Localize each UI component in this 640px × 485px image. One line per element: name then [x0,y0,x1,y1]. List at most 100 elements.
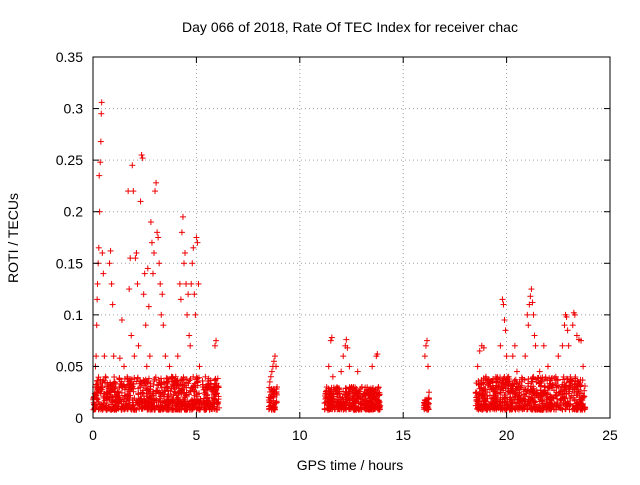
data-point [573,405,580,412]
data-point [544,394,551,401]
data-point [178,229,185,236]
data-point [145,375,152,382]
data-point [473,380,480,387]
data-point [157,280,164,287]
data-point [112,384,119,391]
data-point [370,403,377,410]
data-point [189,260,196,267]
data-point [164,406,171,413]
data-point [183,280,190,287]
data-point [375,384,382,391]
data-point [489,382,496,389]
y-tick-label: 0.25 [56,152,83,168]
data-point [190,405,197,412]
data-point [366,395,373,402]
data-point [358,406,365,413]
data-point [335,390,342,397]
data-point [578,337,585,344]
data-point [504,379,511,386]
data-point [121,363,128,370]
data-point [180,260,187,267]
data-point [198,400,205,407]
data-point [562,383,569,390]
data-point [107,247,114,254]
data-point [212,342,219,349]
data-point [327,337,334,344]
data-point [176,280,183,287]
data-point [109,301,116,308]
data-point [149,270,156,277]
data-point [478,380,485,387]
data-point [347,384,354,391]
data-point [94,396,101,403]
data-point [193,374,200,381]
data-point [577,400,584,407]
data-point [202,390,209,397]
data-point [138,399,145,406]
data-point [488,377,495,384]
data-point [268,368,275,375]
data-point [194,375,201,382]
data-point [509,353,516,360]
data-point [182,249,189,256]
data-point [136,405,143,412]
data-point [103,406,110,413]
data-point [538,397,545,404]
data-point [93,322,100,329]
data-point [537,406,544,413]
data-point [330,384,337,391]
data-point [573,383,580,390]
data-point [129,397,136,404]
data-point [182,382,189,389]
data-point [561,387,568,394]
data-point [125,188,132,195]
plot-frame [92,56,611,419]
data-point [135,385,142,392]
x-tick-label: 5 [193,427,201,443]
data-point [327,389,334,396]
data-point [552,373,559,380]
data-point [118,317,125,324]
data-point [501,398,508,405]
data-point [116,397,123,404]
data-point [571,397,578,404]
data-point [518,382,525,389]
data-point [557,396,564,403]
data-point [521,397,528,404]
data-point [158,311,165,318]
data-point [329,373,336,380]
data-point [504,401,511,408]
data-point [203,394,210,401]
data-point [553,376,560,383]
data-point [158,379,165,386]
data-point [532,342,539,349]
data-point [153,397,160,404]
data-point [560,394,567,401]
data-point [146,353,153,360]
data-point [497,396,504,403]
data-point [493,378,500,385]
data-point [573,390,580,397]
data-point [180,382,187,389]
data-point [507,383,514,390]
data-point [126,380,133,387]
data-point [178,387,185,394]
data-point [199,377,206,384]
data-point [370,390,377,397]
data-point [96,400,103,407]
data-point [133,397,140,404]
data-point [514,387,521,394]
data-point [545,384,552,391]
data-point [573,332,580,339]
data-point [190,244,197,251]
data-point [273,363,280,370]
data-point [265,394,272,401]
data-point [500,301,507,308]
data-point [144,265,151,272]
data-point [124,376,131,383]
data-point [159,399,166,406]
data-point [501,317,508,324]
data-point [528,405,535,412]
data-point [152,374,159,381]
data-point [133,249,140,256]
